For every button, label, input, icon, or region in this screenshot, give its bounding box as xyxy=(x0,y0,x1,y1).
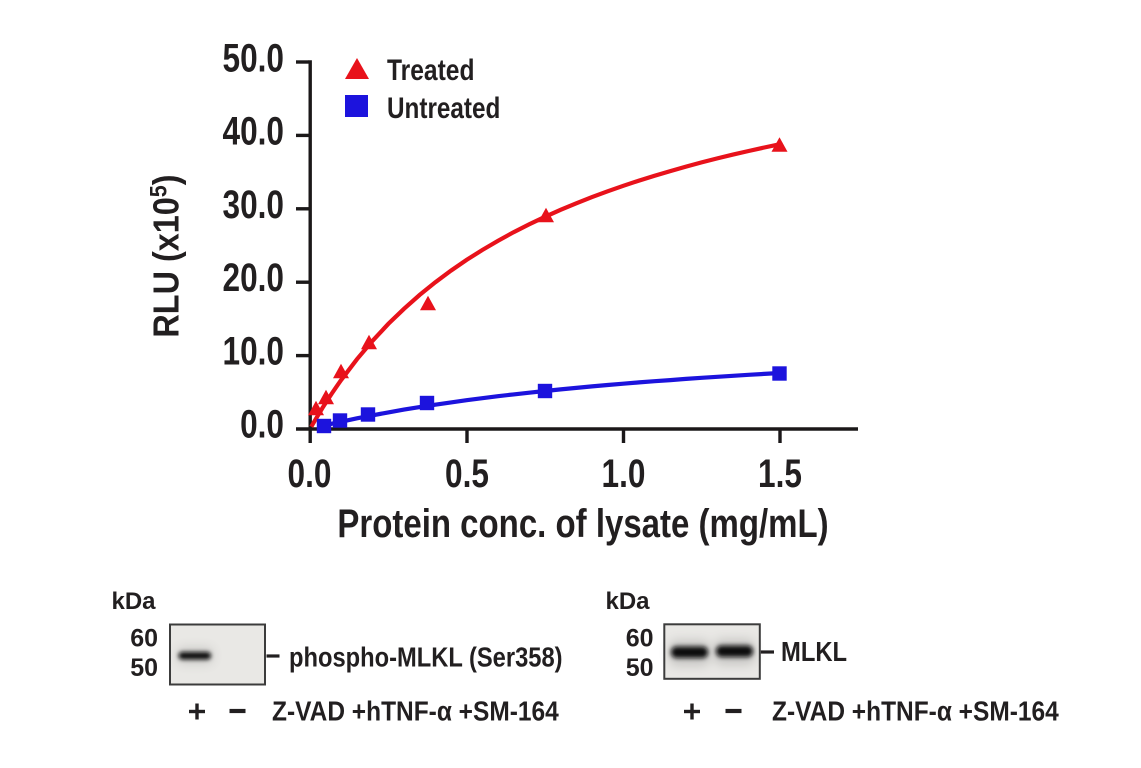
svg-text:0.0: 0.0 xyxy=(240,401,284,446)
svg-text:60: 60 xyxy=(626,625,654,653)
svg-text:kDa: kDa xyxy=(112,588,157,615)
svg-text:Untreated: Untreated xyxy=(387,91,500,125)
svg-text:Z-VAD +hTNF-α +SM-164: Z-VAD +hTNF-α +SM-164 xyxy=(772,695,1059,727)
svg-text:20.0: 20.0 xyxy=(223,255,284,300)
svg-text:phospho-MLKL (Ser358): phospho-MLKL (Ser358) xyxy=(289,643,563,673)
svg-text:Protein conc. of lysate (mg/mL: Protein conc. of lysate (mg/mL) xyxy=(337,501,828,546)
svg-text:Treated: Treated xyxy=(387,53,474,87)
svg-text:10.0: 10.0 xyxy=(223,328,284,373)
svg-text:50: 50 xyxy=(626,654,654,682)
svg-text:60: 60 xyxy=(130,625,158,653)
svg-text:Z-VAD +hTNF-α +SM-164: Z-VAD +hTNF-α +SM-164 xyxy=(272,695,559,727)
svg-text:0.5: 0.5 xyxy=(445,450,489,495)
svg-text:MLKL: MLKL xyxy=(781,635,847,667)
svg-text:40.0: 40.0 xyxy=(223,108,284,153)
svg-text:30.0: 30.0 xyxy=(223,181,284,226)
svg-text:RLU (x105): RLU (x105) xyxy=(144,174,186,337)
svg-text:1.0: 1.0 xyxy=(602,450,646,495)
svg-text:kDa: kDa xyxy=(606,588,651,615)
svg-text:1.5: 1.5 xyxy=(758,450,802,495)
svg-text:0.0: 0.0 xyxy=(288,450,332,495)
svg-text:50.0: 50.0 xyxy=(223,35,284,80)
svg-text:50: 50 xyxy=(130,654,158,682)
